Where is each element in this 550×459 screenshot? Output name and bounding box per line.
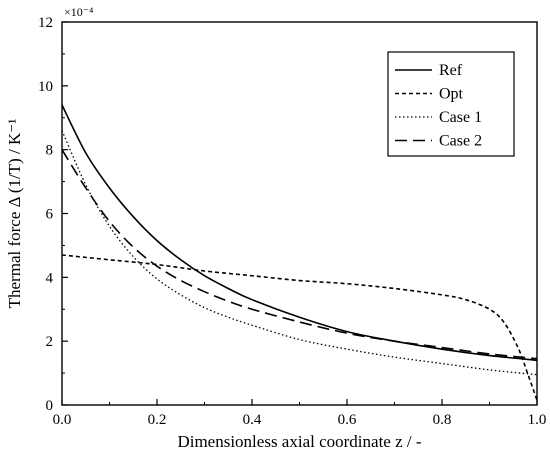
y-multiplier: ×10⁻⁴ — [64, 5, 93, 19]
y-tick-label: 8 — [46, 143, 54, 159]
series-line-ref — [61, 104, 538, 362]
y-tick-label: 4 — [46, 270, 54, 286]
legend-label-case-1: Case 1 — [439, 109, 482, 126]
legend: Ref Opt Case 1 Case 2 — [387, 51, 515, 157]
y-tick-label: 10 — [38, 79, 53, 95]
series-layer — [61, 104, 538, 401]
x-tick-label: 0.6 — [338, 412, 357, 428]
x-tick-label: 0.8 — [433, 412, 452, 428]
series-line-case-1 — [61, 130, 538, 376]
x-tick-label: 0.4 — [243, 412, 262, 428]
series-line-opt — [61, 254, 538, 401]
series-line-case-2 — [61, 149, 538, 360]
y-tick-label: 12 — [38, 15, 53, 31]
x-axis-title: Dimensionless axial coordinate z / - — [177, 432, 421, 451]
y-axis-title: Thermal force Δ (1/T) / K⁻¹ — [5, 119, 24, 309]
x-tick-label: 0.0 — [53, 412, 72, 428]
legend-label-ref: Ref — [439, 62, 463, 79]
legend-items: Ref Opt Case 1 Case 2 — [395, 62, 482, 150]
plot-frame — [61, 21, 538, 406]
x-tick-label: 1.0 — [528, 412, 547, 428]
x-tick-label: 0.2 — [148, 412, 167, 428]
y-tick-label: 2 — [46, 334, 54, 350]
legend-label-case-2: Case 2 — [439, 133, 482, 150]
ticks-layer: 0.0 0.2 0.4 0.6 0.8 1.0 0 2 4 6 8 10 12 — [38, 15, 546, 428]
y-tick-label: 0 — [46, 398, 54, 414]
y-tick-label: 6 — [46, 207, 54, 223]
legend-label-opt: Opt — [439, 86, 464, 103]
